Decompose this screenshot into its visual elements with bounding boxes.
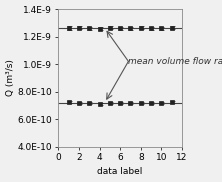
X-axis label: data label: data label [97,167,143,176]
Y-axis label: Q (m³/s): Q (m³/s) [6,59,15,96]
Text: mean volume flow rates: mean volume flow rates [128,57,222,66]
